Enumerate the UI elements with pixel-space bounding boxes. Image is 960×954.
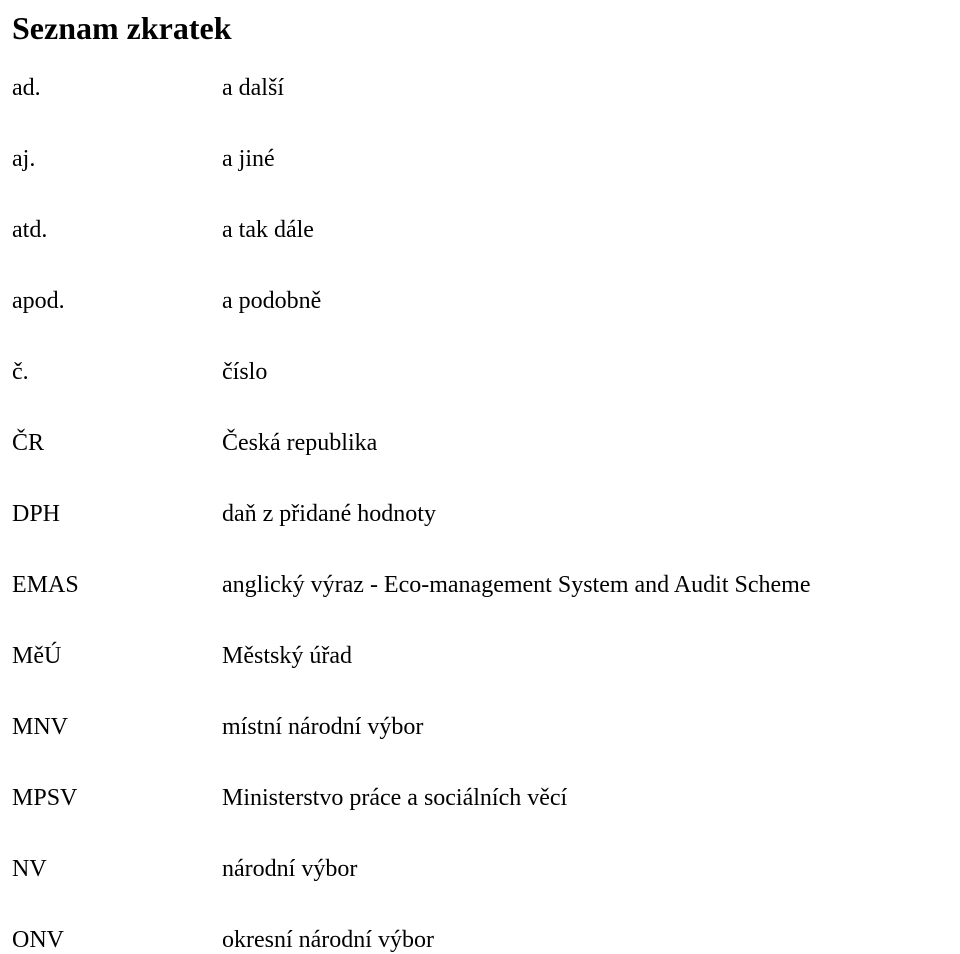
document-page: Seznam zkratek ad. a další aj. a jiné at… <box>0 0 960 954</box>
definition: a jiné <box>222 146 275 173</box>
list-item: MPSV Ministerstvo práce a sociálních věc… <box>12 785 948 812</box>
abbreviation-list: ad. a další aj. a jiné atd. a tak dále a… <box>12 75 948 954</box>
abbreviation: MNV <box>12 714 222 741</box>
definition: a tak dále <box>222 217 314 244</box>
definition: daň z přidané hodnoty <box>222 501 436 528</box>
definition: místní národní výbor <box>222 714 423 741</box>
definition: a další <box>222 75 284 102</box>
page-title: Seznam zkratek <box>12 10 948 47</box>
list-item: MěÚ Městský úřad <box>12 643 948 670</box>
list-item: č. číslo <box>12 359 948 386</box>
abbreviation: ONV <box>12 927 222 954</box>
abbreviation: DPH <box>12 501 222 528</box>
list-item: ČR Česká republika <box>12 430 948 457</box>
abbreviation: atd. <box>12 217 222 244</box>
list-item: MNV místní národní výbor <box>12 714 948 741</box>
list-item: apod. a podobně <box>12 288 948 315</box>
abbreviation: MěÚ <box>12 643 222 670</box>
abbreviation: ad. <box>12 75 222 102</box>
definition: okresní národní výbor <box>222 927 434 954</box>
abbreviation: NV <box>12 856 222 883</box>
list-item: atd. a tak dále <box>12 217 948 244</box>
abbreviation: aj. <box>12 146 222 173</box>
abbreviation: č. <box>12 359 222 386</box>
abbreviation: ČR <box>12 430 222 457</box>
definition: anglický výraz - Eco-management System a… <box>222 572 811 599</box>
definition: Česká republika <box>222 430 377 457</box>
list-item: EMAS anglický výraz - Eco-management Sys… <box>12 572 948 599</box>
abbreviation: EMAS <box>12 572 222 599</box>
list-item: DPH daň z přidané hodnoty <box>12 501 948 528</box>
list-item: aj. a jiné <box>12 146 948 173</box>
list-item: ONV okresní národní výbor <box>12 927 948 954</box>
abbreviation: MPSV <box>12 785 222 812</box>
definition: a podobně <box>222 288 321 315</box>
list-item: ad. a další <box>12 75 948 102</box>
definition: číslo <box>222 359 267 386</box>
list-item: NV národní výbor <box>12 856 948 883</box>
definition: Městský úřad <box>222 643 352 670</box>
abbreviation: apod. <box>12 288 222 315</box>
definition: Ministerstvo práce a sociálních věcí <box>222 785 567 812</box>
definition: národní výbor <box>222 856 357 883</box>
